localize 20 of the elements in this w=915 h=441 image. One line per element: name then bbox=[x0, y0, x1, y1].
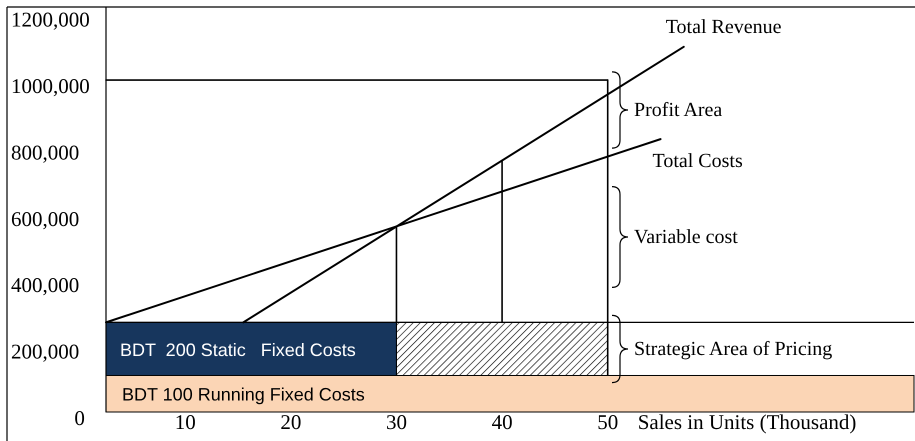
y-tick-label: 600,000 bbox=[11, 206, 80, 231]
y-tick-label: 400,000 bbox=[11, 273, 80, 298]
y-tick-label: 200,000 bbox=[11, 340, 80, 364]
annotation: Variable cost bbox=[634, 226, 738, 248]
series-label: BDT 200 Static Fixed Costs bbox=[120, 340, 356, 360]
x-axis-title: Sales in Units (Thousand) bbox=[638, 410, 856, 434]
x-tick-label: 10 bbox=[174, 410, 196, 434]
y-tick-label: 800,000 bbox=[11, 140, 80, 164]
x-tick-label: 30 bbox=[386, 410, 407, 434]
y-tick-label: 1200,000 bbox=[11, 8, 90, 32]
band-label: BDT 100 Running Fixed Costs bbox=[122, 384, 365, 405]
y-tick-label: 1000,000 bbox=[11, 74, 90, 98]
series-label: Total Costs bbox=[652, 150, 743, 172]
x-tick-label: 40 bbox=[492, 410, 513, 434]
x-tick-label: 50 bbox=[597, 410, 618, 434]
y-tick-label: 0 bbox=[74, 406, 85, 430]
x-tick-label: 20 bbox=[280, 410, 302, 434]
annotation: Strategic Area of Pricing bbox=[634, 338, 832, 360]
annotation: Profit Area bbox=[634, 99, 722, 121]
series-label: Total Revenue bbox=[666, 16, 782, 38]
